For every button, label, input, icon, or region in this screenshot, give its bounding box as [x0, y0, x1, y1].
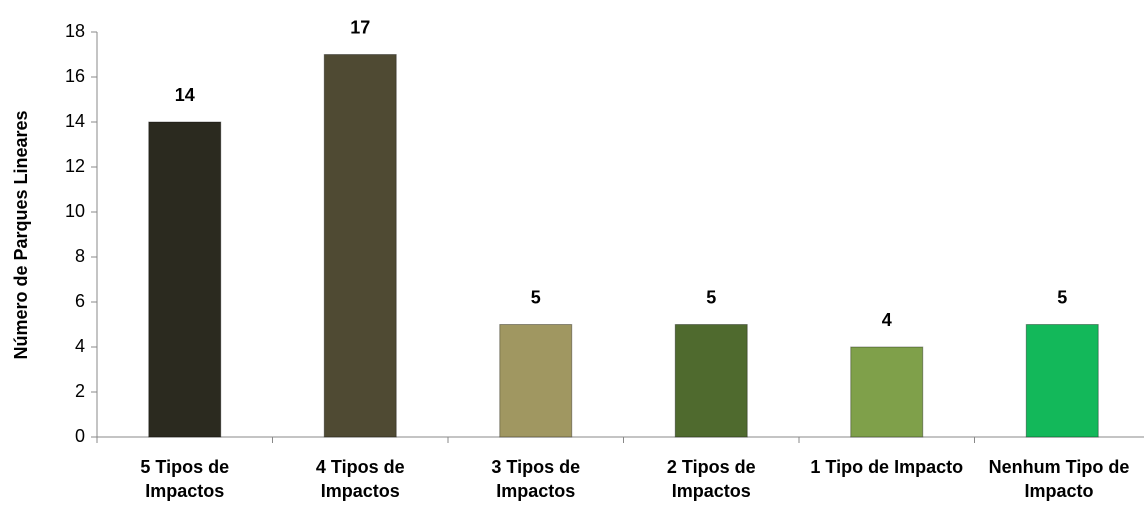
- value-label: 17: [350, 17, 370, 37]
- x-tick-label: Nenhum Tipo de Impacto: [988, 457, 1130, 501]
- y-tick-label: 18: [65, 21, 85, 41]
- x-tick-label: 3 Tipos de Impactos: [491, 457, 581, 501]
- y-tick-label: 2: [75, 381, 85, 401]
- bar: [850, 346, 924, 438]
- y-tick-label: 6: [75, 291, 85, 311]
- bar: [148, 121, 222, 438]
- y-tick-label: 16: [65, 66, 85, 86]
- y-axis-label: Número de Parques Lineares: [11, 110, 31, 359]
- bar: [1025, 324, 1099, 438]
- value-label: 4: [882, 310, 892, 330]
- bar: [674, 324, 748, 438]
- x-tick-label: 2 Tipos de Impactos: [666, 457, 756, 501]
- bar: [499, 324, 573, 438]
- x-tick-label: 1 Tipo de Impacto: [810, 457, 964, 477]
- x-tick-label: 5 Tipos de Impactos: [140, 457, 230, 501]
- value-label: 5: [1057, 287, 1067, 307]
- value-label: 14: [175, 85, 195, 105]
- y-tick-label: 4: [75, 336, 85, 356]
- x-tick-label: 4 Tipos de Impactos: [315, 457, 405, 501]
- bar: [323, 54, 397, 438]
- value-label: 5: [706, 287, 716, 307]
- y-tick-label: 0: [75, 426, 85, 446]
- y-tick-label: 10: [65, 201, 85, 221]
- value-label: 5: [531, 287, 541, 307]
- y-tick-label: 8: [75, 246, 85, 266]
- y-tick-label: 12: [65, 156, 85, 176]
- y-tick-label: 14: [65, 111, 85, 131]
